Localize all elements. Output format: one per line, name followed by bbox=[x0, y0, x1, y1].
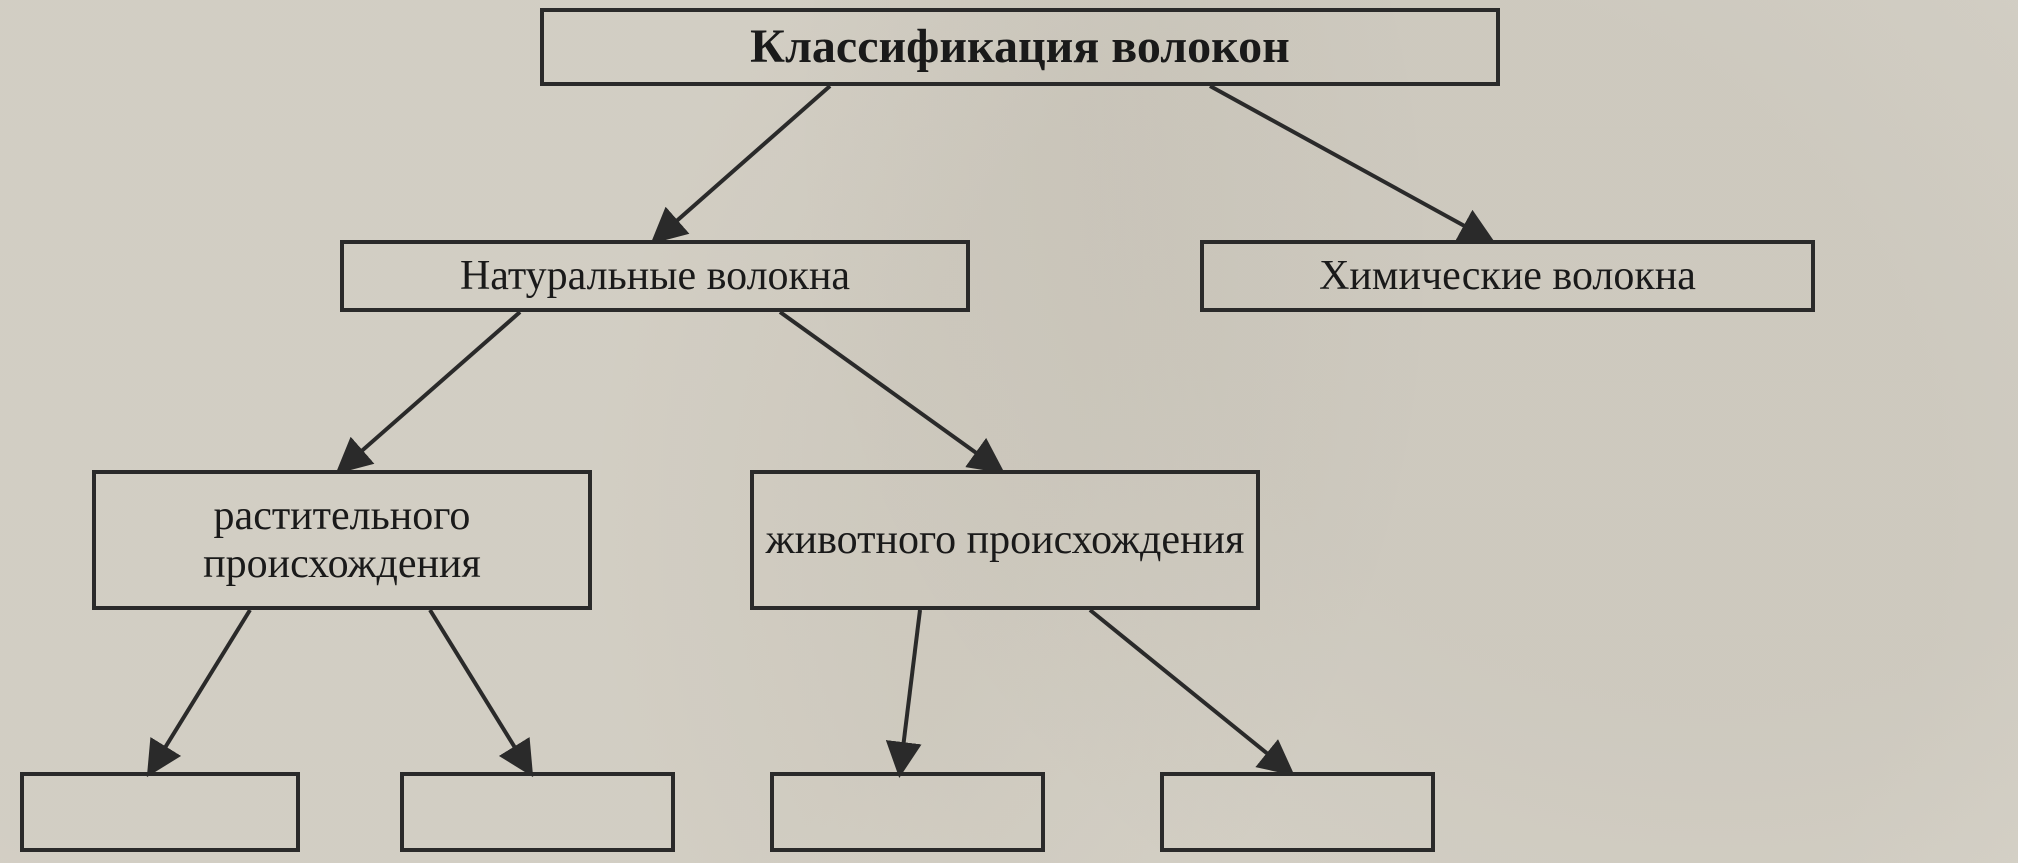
node-animal-label: животного происхождения bbox=[766, 516, 1245, 564]
node-empty-2 bbox=[400, 772, 675, 852]
node-root-label: Классификация волокон bbox=[750, 19, 1290, 74]
node-natural-label: Натуральные волокна bbox=[460, 252, 850, 300]
arrow-animal-e3 bbox=[900, 610, 920, 772]
node-empty-3 bbox=[770, 772, 1045, 852]
arrow-natural-animal bbox=[780, 312, 1000, 470]
node-chemical: Химические волокна bbox=[1200, 240, 1815, 312]
arrow-plant-e2 bbox=[430, 610, 530, 772]
arrow-animal-e4 bbox=[1090, 610, 1290, 772]
node-plant-origin: растительного происхождения bbox=[92, 470, 592, 610]
diagram-arrows bbox=[0, 0, 2018, 863]
node-empty-1 bbox=[20, 772, 300, 852]
node-natural: Натуральные волокна bbox=[340, 240, 970, 312]
arrow-root-chemical bbox=[1210, 86, 1490, 240]
arrow-natural-plant bbox=[340, 312, 520, 470]
arrow-root-natural bbox=[655, 86, 830, 240]
node-animal-origin: животного происхождения bbox=[750, 470, 1260, 610]
paper-texture bbox=[0, 0, 2018, 863]
node-chemical-label: Химические волокна bbox=[1319, 252, 1696, 300]
node-root: Классификация волокон bbox=[540, 8, 1500, 86]
arrow-plant-e1 bbox=[150, 610, 250, 772]
node-empty-4 bbox=[1160, 772, 1435, 852]
node-plant-label: растительного происхождения bbox=[96, 492, 588, 589]
